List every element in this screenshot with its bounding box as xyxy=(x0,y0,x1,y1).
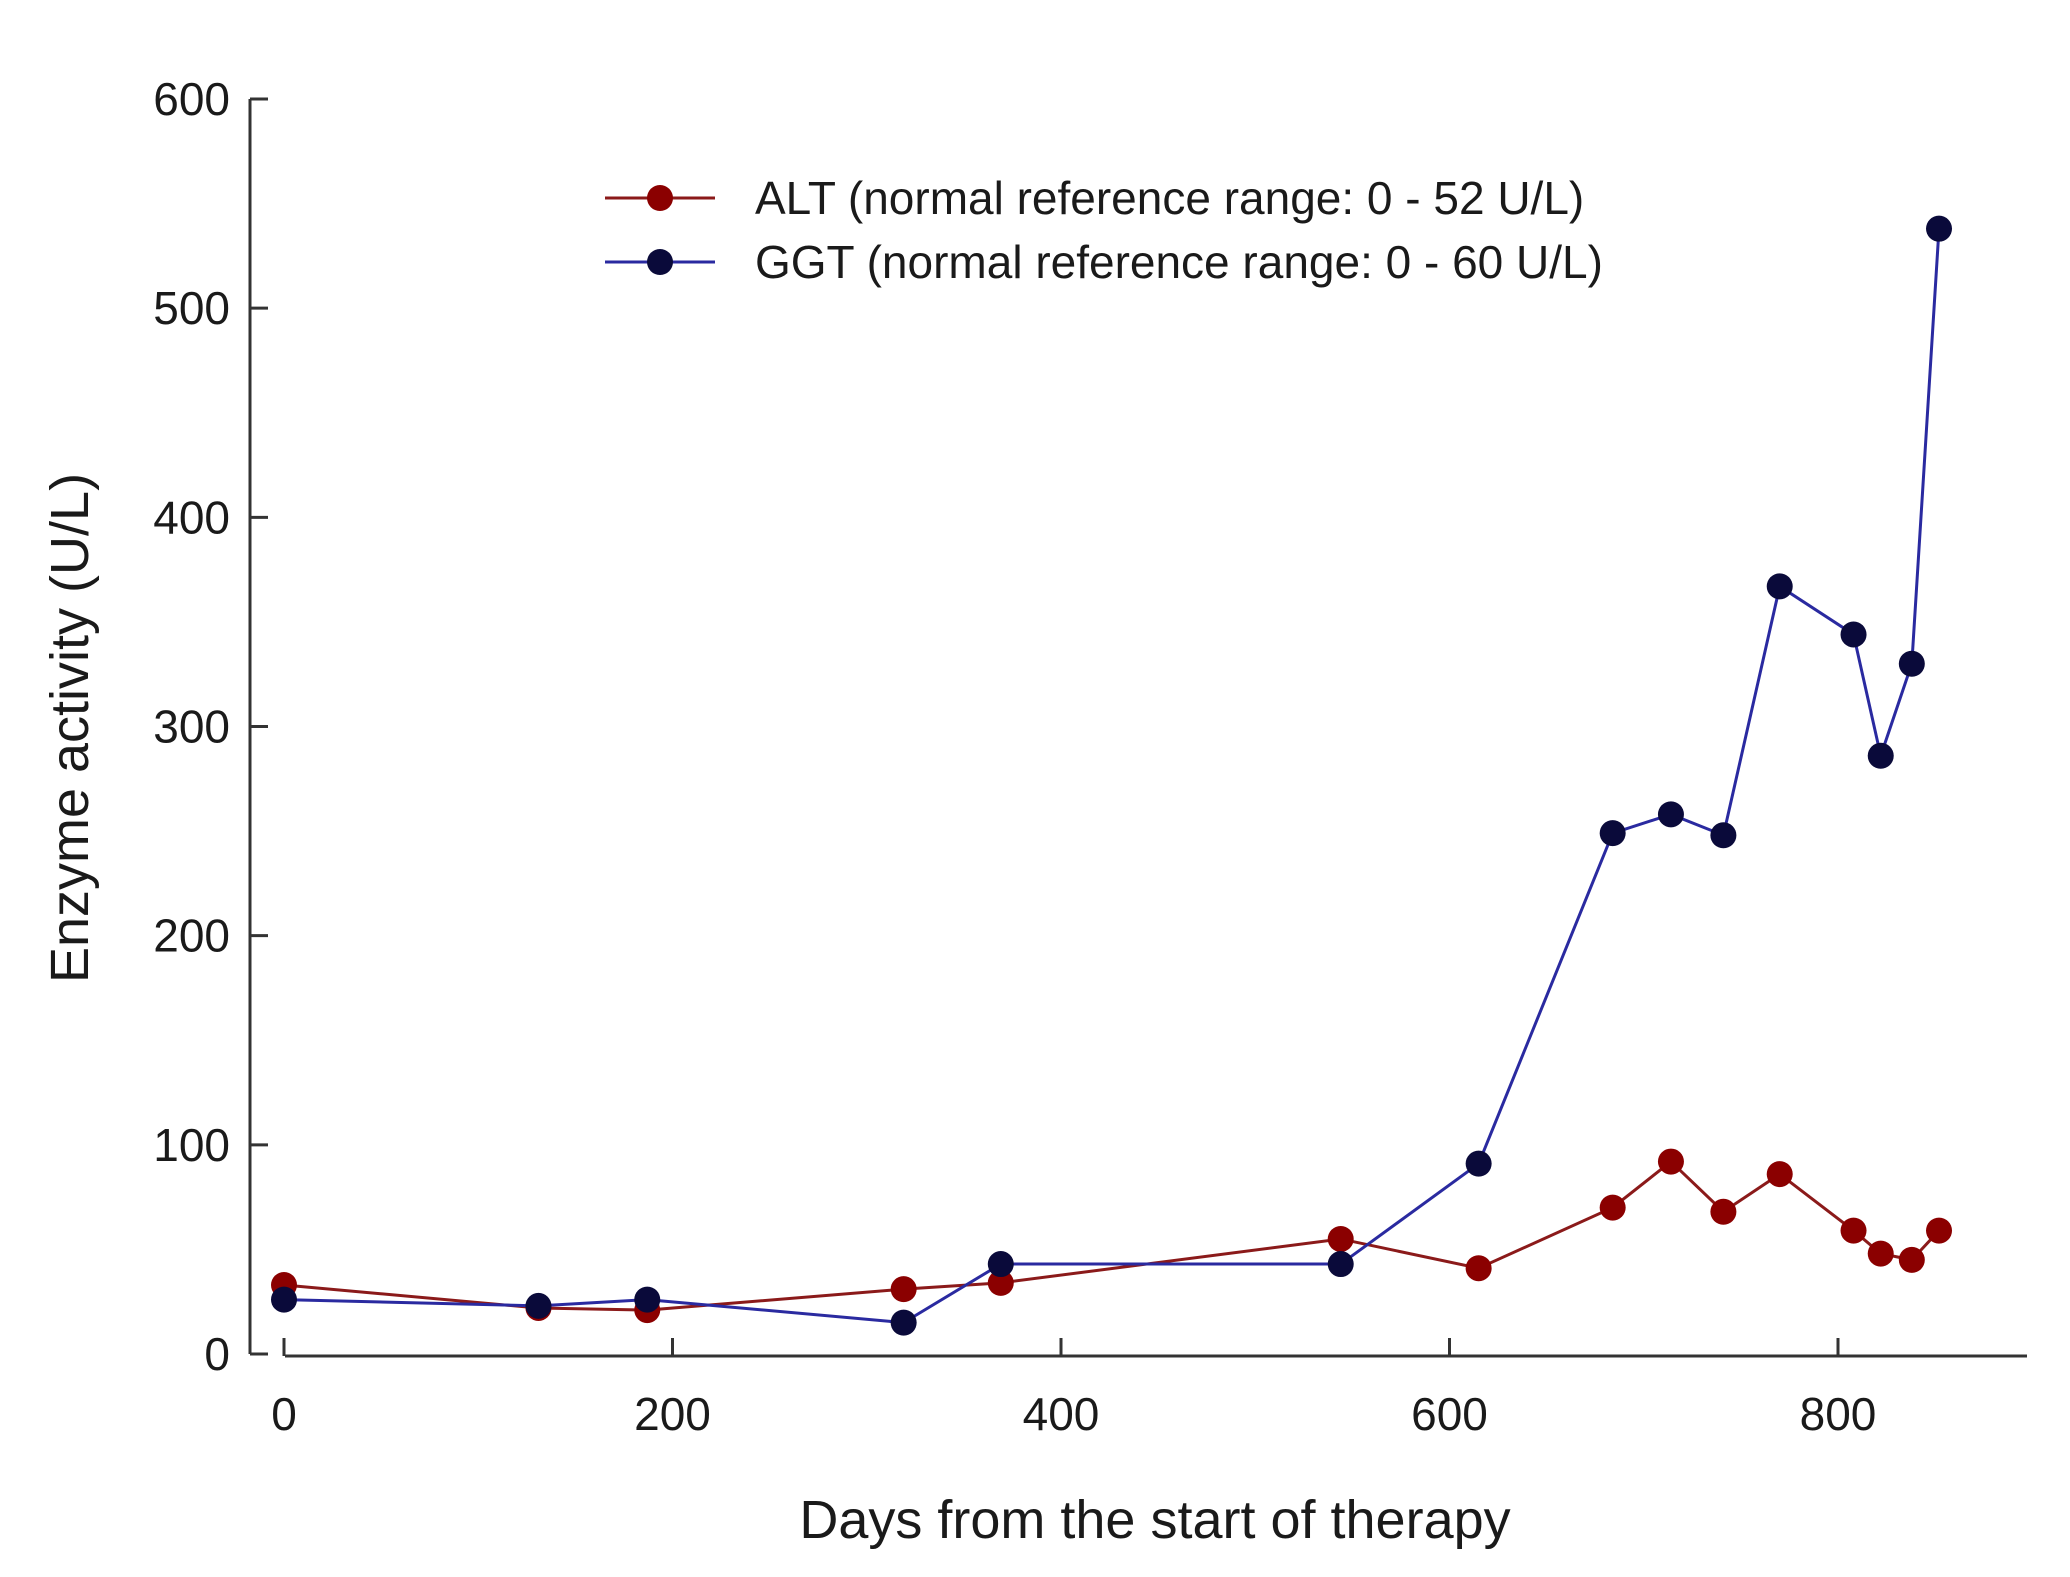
data-point-alt-10 xyxy=(1766,1161,1793,1188)
y-tick-label-200: 200 xyxy=(153,910,230,962)
data-point-alt-12 xyxy=(1867,1240,1894,1267)
data-point-ggt-11 xyxy=(1840,621,1867,648)
data-point-alt-6 xyxy=(1465,1255,1492,1282)
x-tick-label-200: 200 xyxy=(634,1388,711,1440)
data-point-ggt-12 xyxy=(1867,742,1894,769)
data-point-alt-3 xyxy=(890,1276,917,1303)
y-tick-label-600: 600 xyxy=(153,73,230,125)
series-line-alt xyxy=(283,1159,1941,1312)
legend-label-alt: ALT (normal reference range: 0 - 52 U/L) xyxy=(755,172,1584,224)
x-tick-label-800: 800 xyxy=(1800,1388,1877,1440)
x-tick-label-0: 0 xyxy=(271,1388,297,1440)
data-point-alt-7 xyxy=(1599,1194,1626,1221)
data-point-alt-11 xyxy=(1840,1217,1867,1244)
axes: 0 100 200 300 400 500 600 0 200 400 600 800 xyxy=(153,73,2027,1440)
data-point-ggt-8 xyxy=(1657,801,1684,828)
data-point-ggt-2 xyxy=(634,1286,661,1313)
legend-label-ggt: GGT (normal reference range: 0 - 60 U/L) xyxy=(755,236,1603,288)
x-tick-label-600: 600 xyxy=(1411,1388,1488,1440)
y-tick-label-0: 0 xyxy=(204,1328,230,1380)
legend-marker-ggt xyxy=(647,249,673,275)
series-line-ggt xyxy=(283,228,1941,1325)
x-axis-title: Days from the start of therapy xyxy=(799,1490,1510,1550)
data-point-ggt-13 xyxy=(1898,650,1925,677)
data-point-alt-14 xyxy=(1926,1217,1953,1244)
x-tick-label-400: 400 xyxy=(1023,1388,1100,1440)
data-point-ggt-5 xyxy=(1327,1251,1354,1278)
y-tick-label-300: 300 xyxy=(153,701,230,753)
data-point-ggt-6 xyxy=(1465,1150,1492,1177)
data-point-alt-5 xyxy=(1327,1225,1354,1252)
plot-area xyxy=(271,215,1953,1336)
data-point-alt-8 xyxy=(1657,1148,1684,1175)
data-point-ggt-14 xyxy=(1926,215,1953,242)
data-point-ggt-7 xyxy=(1599,820,1626,847)
legend: ALT (normal reference range: 0 - 52 U/L)… xyxy=(605,172,1603,288)
legend-marker-alt xyxy=(647,185,673,211)
data-point-ggt-10 xyxy=(1766,573,1793,600)
y-tick-label-400: 400 xyxy=(153,491,230,543)
y-tick-label-500: 500 xyxy=(153,282,230,334)
data-point-ggt-0 xyxy=(271,1286,297,1313)
data-point-ggt-9 xyxy=(1710,822,1737,849)
data-point-alt-13 xyxy=(1898,1246,1925,1273)
data-point-alt-9 xyxy=(1710,1198,1737,1225)
y-tick-label-100: 100 xyxy=(153,1119,230,1171)
y-axis-title: Enzyme activity (U/L) xyxy=(40,473,100,983)
data-point-ggt-1 xyxy=(525,1292,552,1319)
data-point-ggt-3 xyxy=(890,1309,917,1336)
data-point-alt-4 xyxy=(987,1269,1014,1296)
data-point-ggt-4 xyxy=(987,1251,1014,1278)
